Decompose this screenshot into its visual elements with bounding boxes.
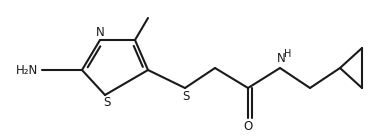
Text: N: N xyxy=(277,51,285,64)
Text: H₂N: H₂N xyxy=(16,63,38,76)
Text: N: N xyxy=(96,26,104,39)
Text: O: O xyxy=(244,120,253,133)
Text: S: S xyxy=(103,96,111,109)
Text: S: S xyxy=(182,91,190,104)
Text: H: H xyxy=(284,49,292,59)
